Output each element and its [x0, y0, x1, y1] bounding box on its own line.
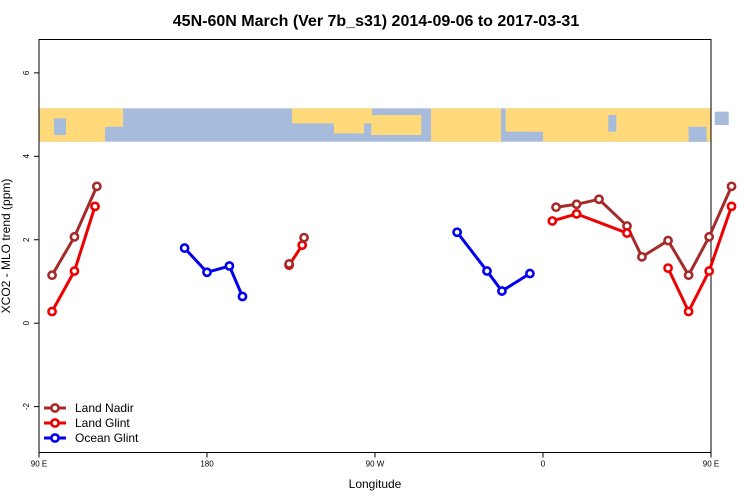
x-axis: 90 E 180 90 W 0 90 E	[31, 452, 719, 469]
data-point	[726, 181, 737, 192]
data-point	[202, 267, 212, 278]
series-land-glint	[47, 201, 737, 317]
data-point	[90, 201, 100, 212]
map-land-0	[39, 108, 105, 142]
map-inlet-3	[688, 126, 707, 142]
x-tick-label: 90 E	[703, 460, 719, 469]
legend-marker	[50, 418, 60, 428]
legend-marker	[50, 433, 60, 443]
series-land-nadir	[47, 181, 737, 281]
world-map-strip	[39, 108, 729, 142]
legend-marker	[50, 403, 60, 413]
data-point	[69, 266, 80, 276]
data-point	[237, 291, 248, 302]
data-point	[622, 228, 632, 238]
legend-entry-ocean-glint: Ocean Glint	[44, 431, 139, 445]
data-point	[683, 306, 694, 317]
legend-label: Land Glint	[75, 416, 130, 430]
data-point	[299, 232, 309, 243]
map-inlet-2	[608, 115, 617, 132]
x-tick-label: 90 E	[31, 460, 47, 469]
data-point	[594, 194, 604, 205]
data-point	[571, 208, 582, 219]
data-point	[704, 231, 715, 242]
data-point	[482, 266, 492, 276]
data-point	[704, 266, 715, 276]
y-tick-label: 4	[22, 154, 31, 159]
map-land-5	[431, 108, 501, 142]
data-point	[726, 201, 737, 212]
data-point	[69, 231, 80, 242]
x-axis-label: Longitude	[349, 477, 402, 491]
map-land-1	[105, 108, 123, 127]
data-point	[284, 259, 295, 269]
data-point	[224, 261, 235, 271]
y-tick-label: -2	[22, 403, 31, 411]
y-axis-label: XCO2 - MLO trend (ppm)	[0, 179, 13, 314]
x-tick-label: 180	[200, 460, 214, 469]
data-point	[179, 243, 190, 253]
data-point	[551, 202, 561, 213]
legend-entry-land-nadir: Land Nadir	[44, 401, 134, 415]
map-land-6	[505, 108, 546, 132]
map-inlet-4	[714, 111, 729, 126]
map-land-2	[292, 108, 373, 124]
data-point	[297, 240, 308, 251]
data-point	[452, 227, 463, 238]
y-axis: -2 0 2 4 6	[22, 70, 39, 410]
series-line	[554, 184, 734, 277]
series-line	[666, 204, 734, 313]
plot-frame	[38, 39, 712, 453]
x-tick-label: 0	[541, 460, 546, 469]
legend-label: Land Nadir	[75, 401, 134, 415]
y-tick-label: 2	[22, 237, 31, 242]
series-line	[183, 246, 244, 298]
series-line	[50, 184, 99, 277]
y-tick-label: 6	[22, 70, 31, 75]
y-tick-label: 0	[22, 320, 31, 325]
data-point	[91, 181, 102, 192]
data-point	[47, 270, 57, 281]
x-tick-label: 90 W	[366, 460, 385, 469]
data-point	[525, 268, 535, 279]
map-land-3	[333, 120, 364, 134]
data-point	[547, 216, 558, 226]
series-line	[50, 204, 97, 313]
data-point	[637, 251, 647, 262]
data-point	[571, 199, 582, 210]
data-point	[497, 286, 507, 296]
legend-entry-land-glint: Land Glint	[44, 416, 130, 430]
series-line	[455, 230, 532, 293]
map-land-7	[543, 108, 711, 142]
series-layer	[47, 181, 737, 317]
series-ocean-glint	[179, 227, 535, 302]
map-inlet-1	[53, 118, 66, 136]
data-point	[683, 270, 694, 281]
data-point	[663, 235, 673, 246]
data-point	[47, 306, 57, 317]
data-point	[663, 263, 673, 274]
map-land-4	[371, 115, 422, 136]
legend-label: Ocean Glint	[75, 431, 139, 445]
chart-title: 45N-60N March (Ver 7b_s31) 2014-09-06 to…	[173, 13, 580, 30]
